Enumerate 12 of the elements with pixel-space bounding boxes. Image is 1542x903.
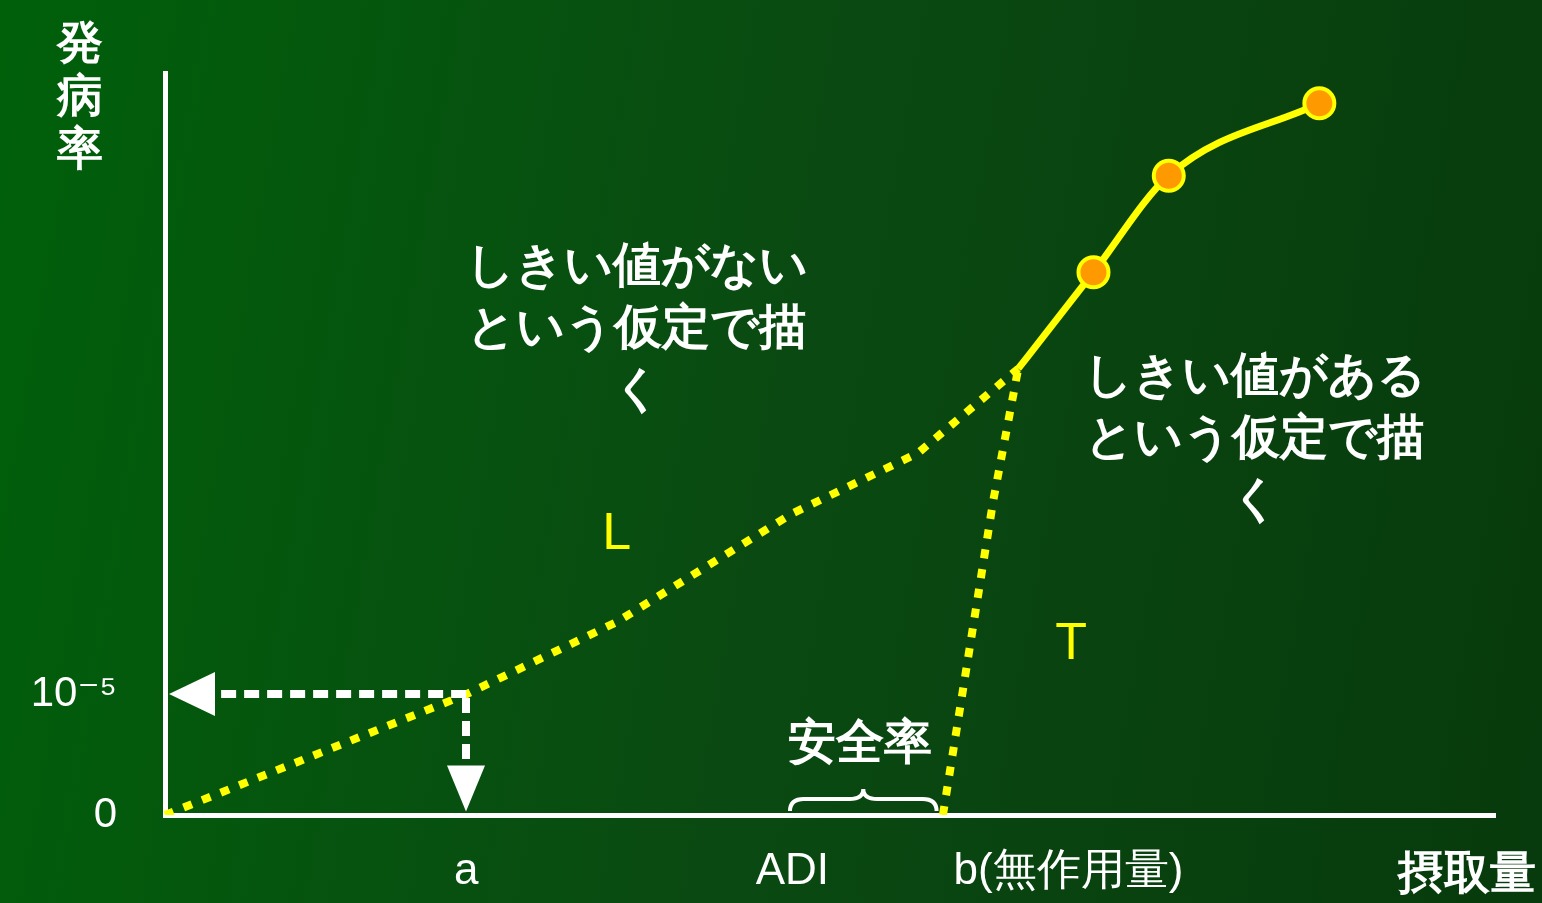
annotation: しきい値がないという仮定で描く: [466, 238, 808, 416]
y-tick-label: 0: [93, 788, 117, 836]
x-axis-title: 摂取量: [1396, 845, 1536, 898]
annotation: 安全率: [788, 715, 932, 769]
x-tick-label: b(無作用量): [953, 843, 1184, 893]
y-tick-label: 10⁻⁵: [30, 667, 117, 715]
y-axis-title: 発病率: [56, 15, 103, 174]
series-label: T: [1055, 611, 1087, 670]
annotation: しきい値があるという仮定で描く: [1084, 348, 1426, 526]
series-label: L: [602, 502, 632, 561]
x-tick-label: ADI: [755, 843, 830, 893]
x-tick-label: a: [453, 843, 479, 893]
